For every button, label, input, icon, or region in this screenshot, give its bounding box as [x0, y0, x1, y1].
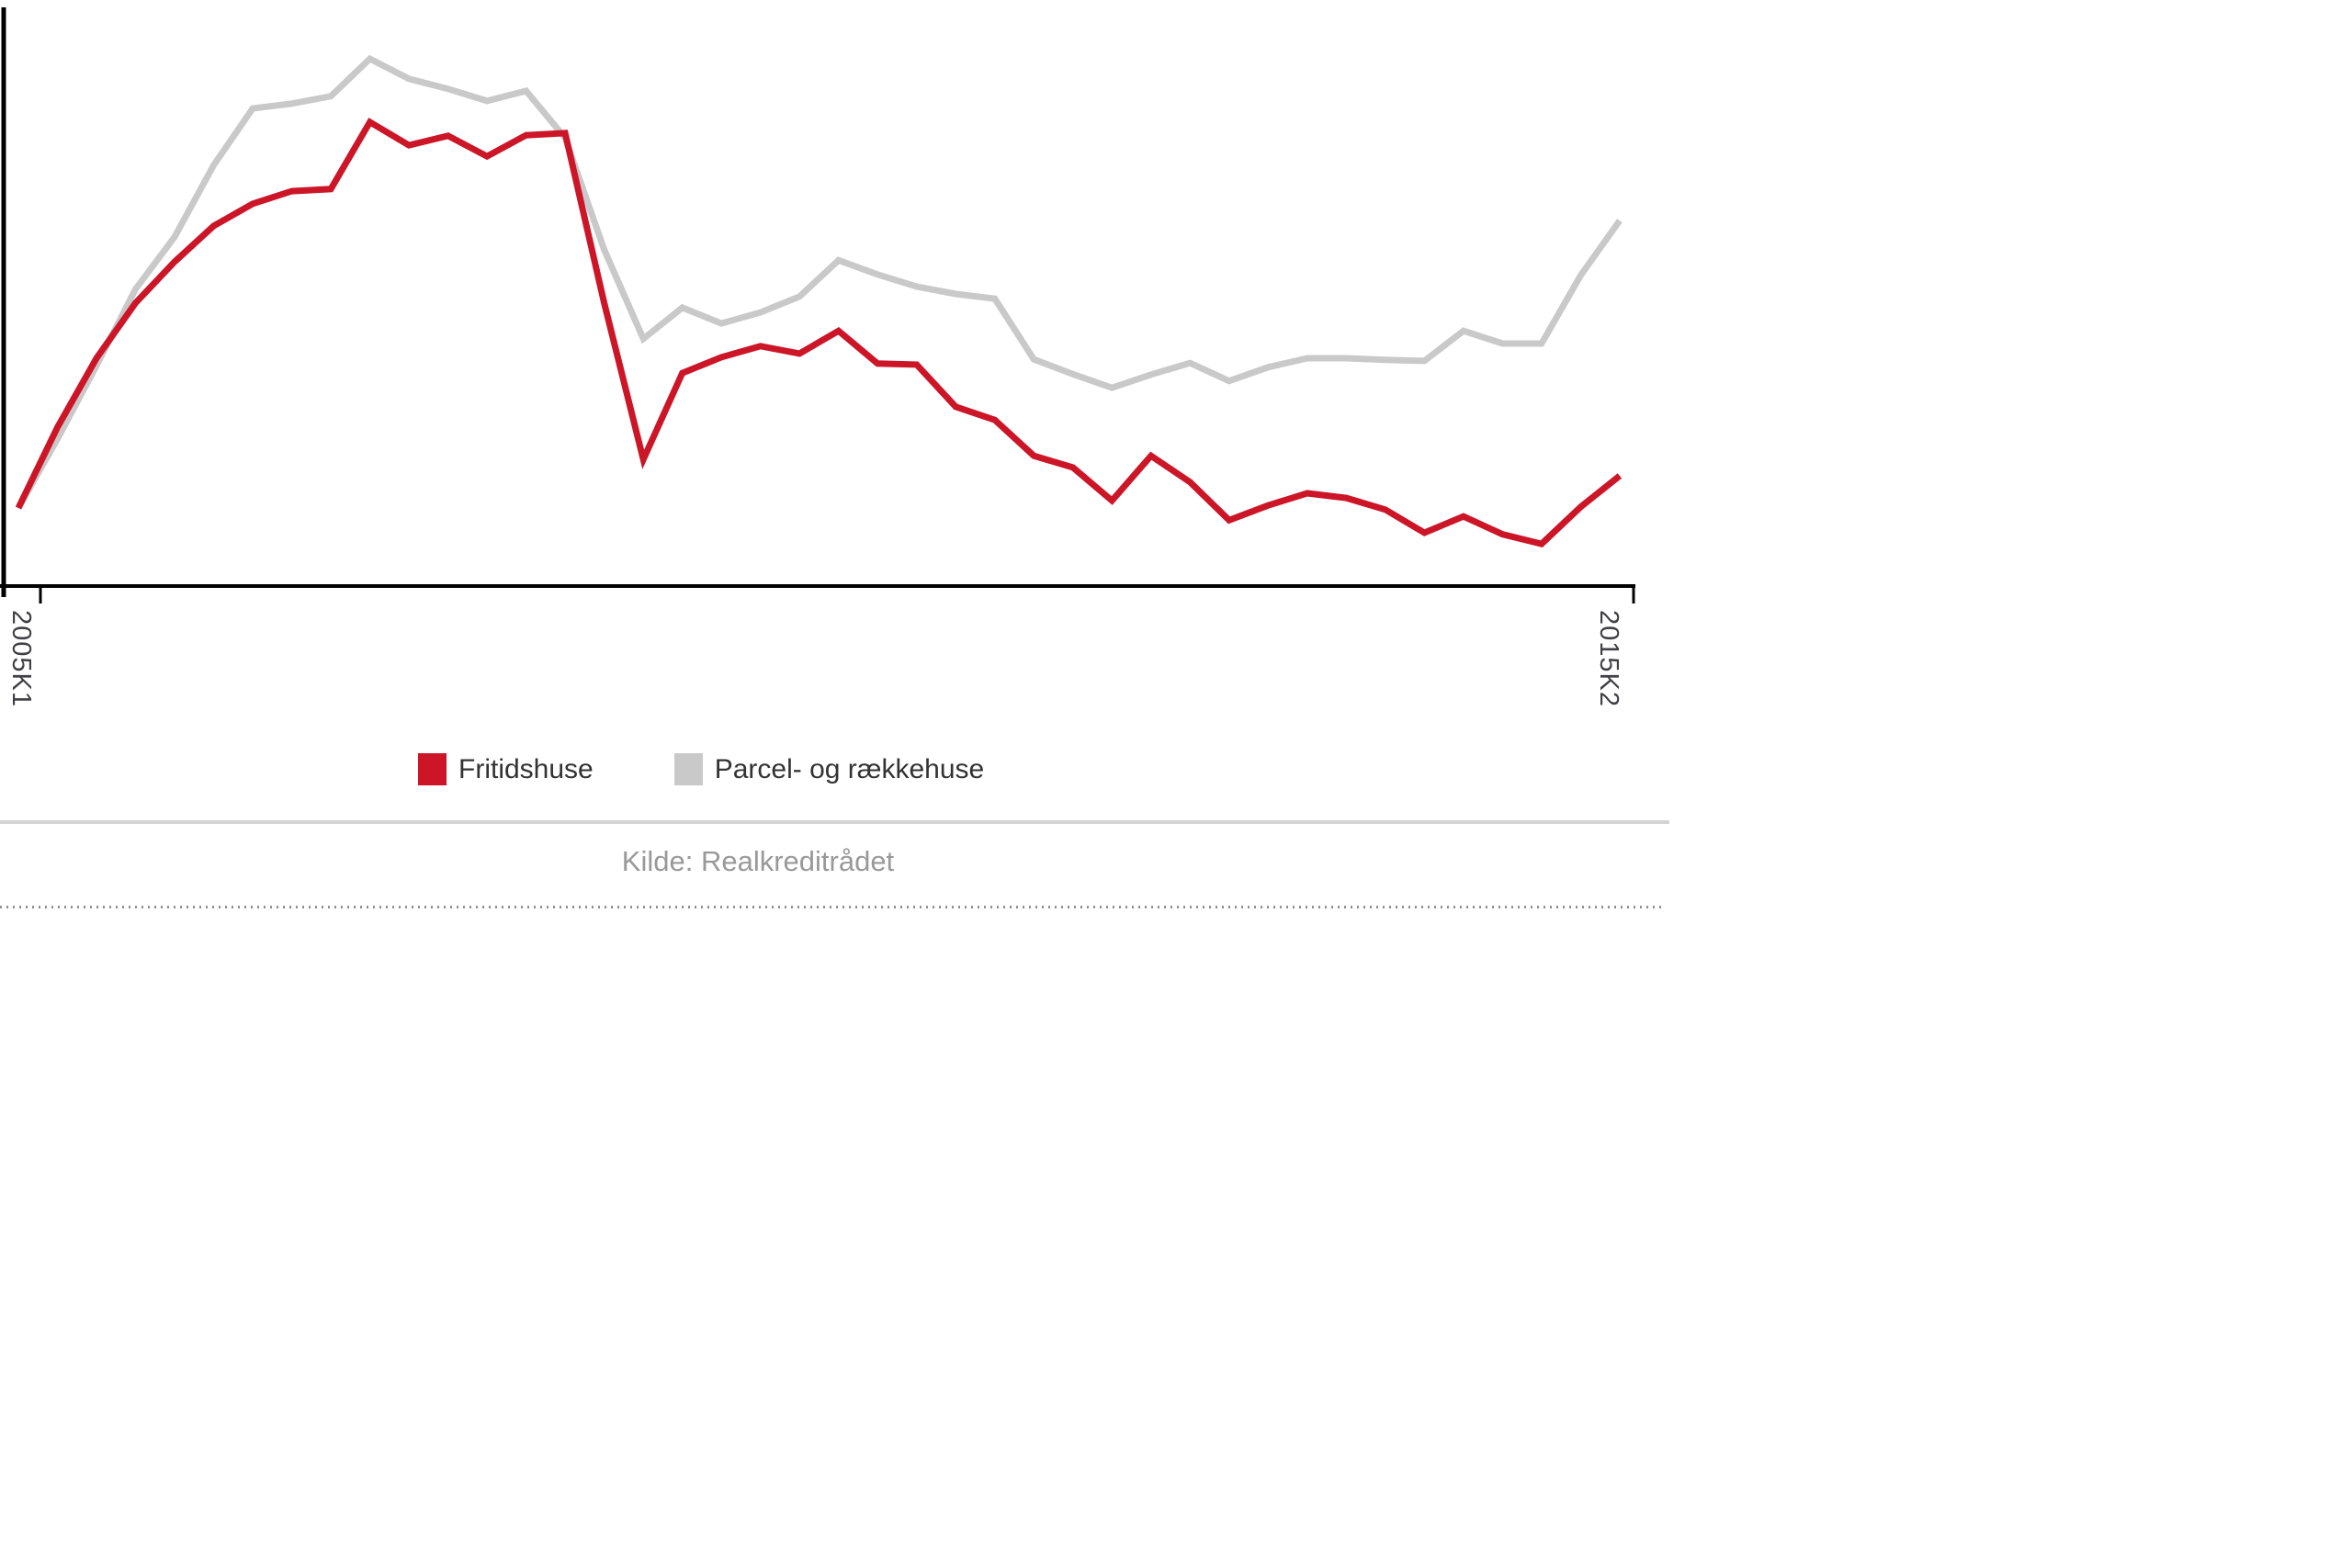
x-tick-label-start: 2005K1 — [6, 610, 36, 707]
dotted-separator — [0, 906, 1665, 908]
series-line-parcel-og-r-kkehuse — [15, 54, 1623, 510]
divider-line — [0, 820, 1669, 824]
legend-item-fritidshuse: Fritidshuse — [418, 753, 594, 785]
legend-item-parcel-og-raekkehuse: Parcel- og rækkehuse — [673, 753, 985, 785]
legend: Fritidshuse Parcel- og rækkehuse — [418, 753, 984, 785]
legend-swatch-parcel-og-raekkehuse-icon — [673, 753, 703, 785]
source-caption: Kilde: Realkreditrådet — [621, 845, 895, 877]
series-line-fritidshuse — [15, 118, 1623, 547]
legend-swatch-fritidshuse-icon — [418, 753, 447, 785]
legend-label-parcel-og-raekkehuse: Parcel- og rækkehuse — [714, 753, 985, 784]
legend-label-fritidshuse: Fritidshuse — [458, 753, 594, 784]
x-tick-label-end: 2015K2 — [1594, 610, 1623, 707]
line-chart — [0, 7, 1635, 604]
